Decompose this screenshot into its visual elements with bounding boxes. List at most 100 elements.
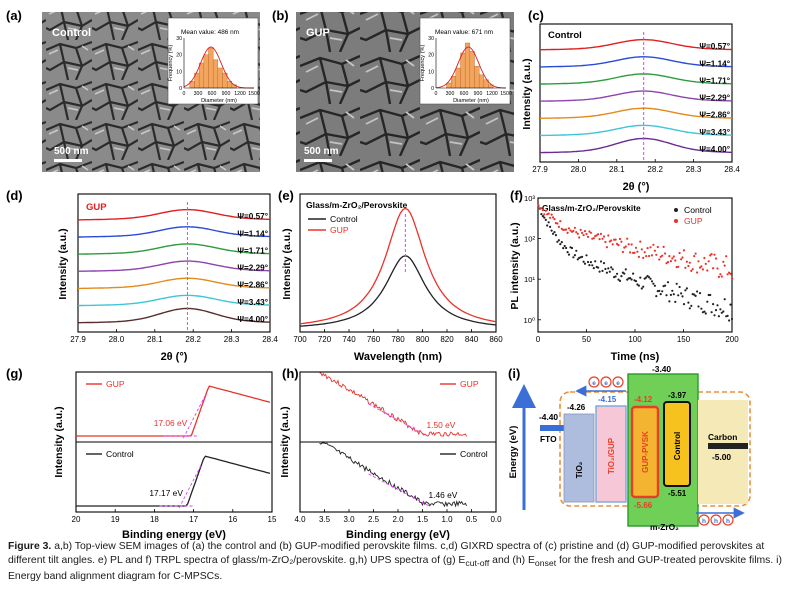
tio2-box: [563, 413, 595, 503]
trpl-point-control: [630, 278, 633, 281]
trpl-point-control: [618, 279, 622, 282]
trpl-point-control: [710, 311, 713, 314]
trpl-point-control: [658, 289, 661, 292]
trpl-point-gup: [666, 261, 670, 264]
trpl-point-control: [655, 295, 658, 298]
plot-c-curve: [539, 90, 733, 102]
trpl-point-control: [602, 262, 606, 265]
trpl-point-control: [554, 234, 558, 237]
plot-f-y-tick: 10³: [524, 194, 535, 203]
figure-caption: Figure 3. a,b) Top-view SEM images of (a…: [8, 540, 792, 584]
trpl-point-control: [642, 285, 645, 288]
plot-d-curve: [78, 277, 271, 290]
trpl-point-gup: [579, 228, 582, 231]
carbon-level: [708, 443, 748, 449]
trpl-point-control: [544, 218, 547, 221]
trpl-point-gup: [643, 251, 646, 254]
mzro2-value: -3.40: [652, 364, 671, 374]
caption-text: a,b) Top-view SEM images of (a) the cont…: [8, 541, 765, 566]
plot-e-x-tick: 820: [440, 335, 454, 344]
plot-g-x-tick: 17: [189, 515, 198, 524]
trpl-point-gup: [690, 269, 693, 272]
trpl-point-gup: [607, 234, 610, 237]
trpl-point-gup: [672, 255, 675, 258]
plot-c-x-tick: 28.0: [571, 165, 587, 174]
trpl-point-gup: [709, 254, 712, 257]
trpl-point-gup: [642, 256, 645, 259]
tio2-gup-box: [595, 405, 627, 503]
plot-d-x-tick: 28.4: [262, 335, 278, 344]
electron-1-symbol: e: [592, 380, 596, 387]
histogram-bar: [198, 62, 205, 89]
carbon-box: [698, 400, 748, 504]
trpl-point-control: [681, 295, 684, 298]
trpl-point-control: [659, 293, 662, 296]
trpl-point-gup: [723, 264, 726, 267]
trpl-point-gup: [712, 267, 715, 270]
inset-xlabel: Diameter (nm): [201, 98, 237, 104]
inset-xlabel: Diameter (nm): [453, 98, 489, 104]
plot-f-x-tick: 200: [725, 335, 739, 344]
plot-d-curve: [77, 208, 270, 221]
panel-b: (b) GUP 500 nm Mean value: 671 nm 0 300 60…: [272, 8, 514, 172]
plot-h-xlabel: Binding energy (eV): [346, 529, 450, 540]
trpl-point-control: [680, 292, 683, 295]
trpl-point-gup: [653, 249, 657, 252]
plot-d-ylabel: Intensity (a.u.): [57, 228, 69, 299]
trpl-point-control: [678, 285, 681, 289]
trpl-point-control: [553, 231, 556, 234]
trpl-point-gup: [639, 240, 642, 243]
caption-end: for the fresh and GUP-treated perovskite…: [8, 555, 782, 583]
plot-e-x-tick: 700: [293, 335, 307, 344]
trpl-point-control: [575, 249, 578, 252]
carbon-label: Carbon: [708, 432, 737, 442]
ups-cutoff-value: 17.17 eV: [149, 488, 183, 498]
trpl-point-gup: [624, 245, 627, 248]
inset-x-tick: 1500: [500, 91, 512, 97]
trpl-point-control: [713, 314, 716, 317]
hole-1: [698, 514, 710, 526]
trpl-point-gup: [537, 204, 540, 207]
trpl-point-gup: [684, 266, 687, 269]
trpl-point-control: [717, 315, 721, 318]
trpl-point-control: [549, 225, 552, 228]
plot-c-x-tick: 28.4: [724, 165, 740, 174]
trpl-point-gup: [664, 252, 667, 255]
histogram-bar: [455, 67, 461, 89]
trpl-point-gup: [685, 260, 689, 263]
control-pvsk-box: [663, 401, 691, 487]
trpl-point-control: [592, 267, 595, 270]
trpl-point-control: [669, 293, 673, 296]
histogram-bar: [203, 54, 209, 89]
trpl-point-gup: [722, 260, 725, 263]
trpl-legend-text: Control: [684, 205, 712, 215]
panel-f: (f) Glass/m-ZrO₂/Perovskite PL intensity…: [509, 188, 739, 363]
ups-onset-line: [368, 403, 428, 437]
inset-ylabel: Frequency (%): [420, 45, 426, 82]
trpl-point-gup: [648, 254, 651, 258]
hole-3-symbol: h: [726, 518, 730, 525]
trpl-point-gup: [581, 231, 584, 234]
hole-1-symbol: h: [702, 518, 706, 525]
plot-h-ylabel: Intensity (a.u.): [279, 406, 291, 477]
panel-b-label: (b): [272, 8, 289, 23]
trpl-point-gup: [674, 259, 677, 262]
trpl-point-gup: [611, 243, 614, 246]
plot-c-curve: [540, 137, 732, 154]
sem-control-title: Control: [52, 27, 91, 39]
trpl-point-control: [562, 247, 565, 250]
scale-bar-a: [54, 159, 82, 162]
trpl-point-control: [646, 274, 649, 278]
plot-c-curve: [540, 107, 732, 119]
trpl-point-gup: [682, 249, 686, 252]
plot-c-legend: Ψ=4.00°: [699, 145, 730, 154]
trpl-point-gup: [646, 247, 649, 250]
inset-y-tick: 0: [431, 86, 434, 92]
plot-c-curve: [539, 38, 733, 51]
inset-y-tick: 10: [176, 69, 182, 75]
inset-y-tick: 30: [176, 36, 182, 42]
trpl-point-control: [607, 267, 610, 270]
trpl-point-control: [698, 292, 702, 295]
plot-h-x-tick: 4.0: [294, 515, 306, 524]
plot-d-curve: [77, 260, 271, 272]
